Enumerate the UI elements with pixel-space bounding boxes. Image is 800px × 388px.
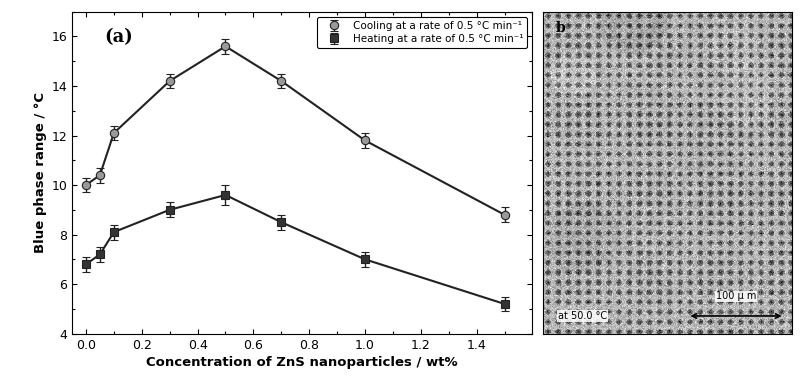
Text: at 50.0 °C: at 50.0 °C — [558, 311, 607, 321]
X-axis label: Concentration of ZnS nanoparticles / wt%: Concentration of ZnS nanoparticles / wt% — [146, 356, 458, 369]
Text: b: b — [555, 21, 566, 35]
Legend: Cooling at a rate of 0.5 °C min⁻¹, Heating at a rate of 0.5 °C min⁻¹: Cooling at a rate of 0.5 °C min⁻¹, Heati… — [317, 17, 527, 48]
Y-axis label: Blue phase range / °C: Blue phase range / °C — [34, 92, 47, 253]
Text: 100 μ m: 100 μ m — [716, 291, 756, 301]
Text: (a): (a) — [104, 28, 133, 46]
